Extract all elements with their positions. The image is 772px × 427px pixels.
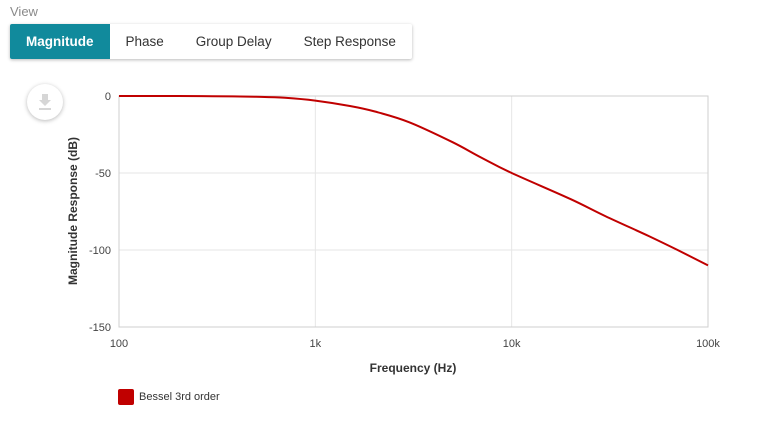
y-axis-label: Magnitude Response (dB) [66, 137, 80, 285]
y-tick-label: -50 [95, 168, 111, 180]
chart-grid [119, 96, 708, 327]
y-tick-label: -150 [89, 322, 111, 334]
x-axis-ticks: 100 1k 10k 100k [110, 338, 721, 350]
download-icon [39, 94, 51, 110]
y-tick-label: 0 [105, 91, 111, 103]
x-tick-label: 100k [696, 338, 720, 350]
y-axis-ticks: 0 -50 -100 -150 [89, 91, 111, 334]
view-tabs: Magnitude Phase Group Delay Step Respons… [10, 24, 412, 59]
x-tick-label: 1k [310, 338, 322, 350]
plot-frame [118, 95, 709, 328]
tab-step-response[interactable]: Step Response [303, 34, 396, 49]
legend-swatch [118, 389, 134, 405]
tab-phase[interactable]: Phase [125, 34, 164, 49]
download-button[interactable] [27, 84, 63, 120]
y-tick-label: -100 [89, 245, 111, 257]
x-tick-label: 100 [110, 338, 128, 350]
chart-legend: Bessel 3rd order [118, 389, 220, 405]
series-line-bessel [118, 94, 709, 267]
view-label: View [10, 4, 38, 19]
tab-magnitude[interactable]: Magnitude [10, 24, 110, 59]
x-tick-label: 10k [503, 338, 521, 350]
tab-group-delay[interactable]: Group Delay [195, 34, 272, 49]
legend-label[interactable]: Bessel 3rd order [139, 391, 220, 403]
x-axis-label: Frequency (Hz) [370, 361, 457, 375]
